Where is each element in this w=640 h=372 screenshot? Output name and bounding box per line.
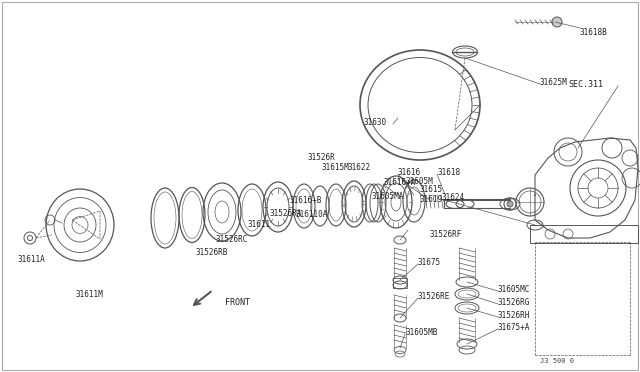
Text: 31526RF: 31526RF xyxy=(430,230,462,239)
Text: 316110A: 316110A xyxy=(295,210,328,219)
Text: 31526RA: 31526RA xyxy=(270,209,302,218)
Circle shape xyxy=(552,17,562,27)
Text: 31526R: 31526R xyxy=(308,153,336,162)
Text: 31618: 31618 xyxy=(437,168,460,177)
Text: 31619: 31619 xyxy=(420,195,443,204)
Text: 31526RE: 31526RE xyxy=(418,292,451,301)
Text: 31611A: 31611A xyxy=(18,255,45,264)
Text: 31611: 31611 xyxy=(248,220,271,229)
Text: 31616+A: 31616+A xyxy=(383,178,415,187)
Text: 31616: 31616 xyxy=(398,168,421,177)
Text: 31624: 31624 xyxy=(441,193,464,202)
Bar xyxy=(530,225,638,243)
Text: FRONT: FRONT xyxy=(225,298,250,307)
Text: 31605MC: 31605MC xyxy=(498,285,531,294)
Text: 31615: 31615 xyxy=(420,185,443,194)
Text: 31615M: 31615M xyxy=(322,163,349,172)
Text: 31630: 31630 xyxy=(363,118,386,127)
Text: 31625M: 31625M xyxy=(540,78,568,87)
Text: 31675+A: 31675+A xyxy=(498,323,531,332)
Text: 31616+B: 31616+B xyxy=(290,196,323,205)
Text: 31618B: 31618B xyxy=(580,28,608,37)
Text: 31526RH: 31526RH xyxy=(498,311,531,320)
Text: 31605MB: 31605MB xyxy=(405,328,437,337)
Text: 31675: 31675 xyxy=(418,258,441,267)
Text: 31622: 31622 xyxy=(348,163,371,172)
Text: 31526RB: 31526RB xyxy=(195,248,227,257)
Text: 31605MA: 31605MA xyxy=(372,192,404,201)
Text: 31526RG: 31526RG xyxy=(498,298,531,307)
Text: 31605M: 31605M xyxy=(405,177,433,186)
Bar xyxy=(393,278,407,288)
Text: 31611M: 31611M xyxy=(75,290,103,299)
Circle shape xyxy=(507,201,513,207)
Text: SEC.311: SEC.311 xyxy=(568,80,603,89)
Text: J3 500 0: J3 500 0 xyxy=(540,358,574,364)
Text: 31526RC: 31526RC xyxy=(215,235,248,244)
